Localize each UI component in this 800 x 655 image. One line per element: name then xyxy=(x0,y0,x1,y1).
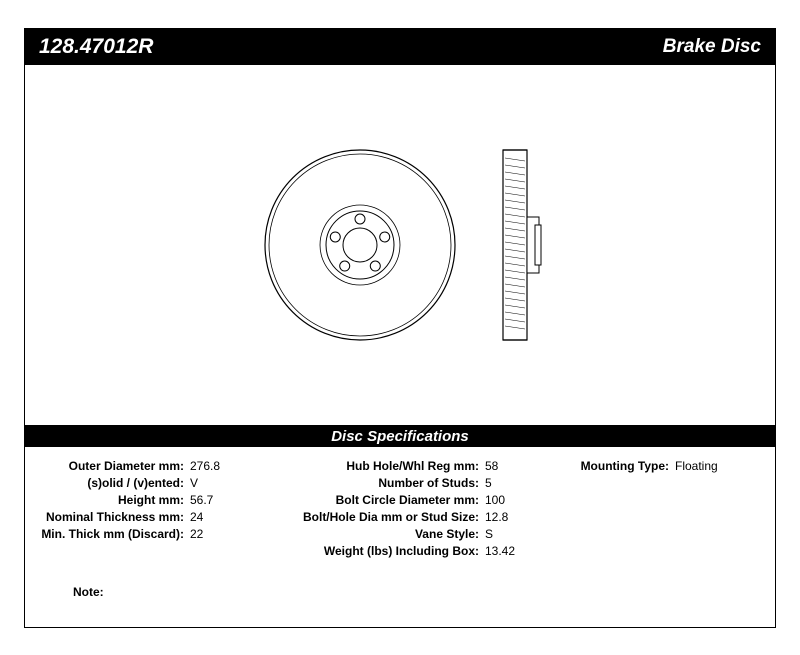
note-label: Note: xyxy=(73,585,104,599)
spec-value: Floating xyxy=(675,459,718,473)
spec-value: 22 xyxy=(190,527,203,541)
spec-row: Min. Thick mm (Discard):22 xyxy=(25,525,265,542)
spec-row: Bolt Circle Diameter mm:100 xyxy=(265,491,545,508)
spec-value: 12.8 xyxy=(485,510,508,524)
spec-label: Bolt/Hole Dia mm or Stud Size: xyxy=(265,510,485,524)
spec-label: Mounting Type: xyxy=(545,459,675,473)
spec-value: S xyxy=(485,527,493,541)
product-type: Brake Disc xyxy=(663,36,761,58)
spec-label: Vane Style: xyxy=(265,527,485,541)
spec-title: Disc Specifications xyxy=(331,428,469,445)
disc-front-view-icon xyxy=(255,140,465,350)
spec-value: 56.7 xyxy=(190,493,213,507)
spec-column-3: Mounting Type:Floating xyxy=(545,457,765,559)
spec-row: Bolt/Hole Dia mm or Stud Size:12.8 xyxy=(265,508,545,525)
spec-row: Mounting Type:Floating xyxy=(545,457,765,474)
spec-title-bar: Disc Specifications xyxy=(25,425,775,447)
spec-value: 276.8 xyxy=(190,459,220,473)
spec-row: Height mm:56.7 xyxy=(25,491,265,508)
spec-grid: Outer Diameter mm:276.8(s)olid / (v)ente… xyxy=(25,447,775,559)
spec-value: 13.42 xyxy=(485,544,515,558)
spec-row: Hub Hole/Whl Reg mm:58 xyxy=(265,457,545,474)
spec-label: Outer Diameter mm: xyxy=(25,459,190,473)
spec-value: 24 xyxy=(190,510,203,524)
spec-label: Weight (lbs) Including Box: xyxy=(265,544,485,558)
spec-row: Nominal Thickness mm:24 xyxy=(25,508,265,525)
spec-label: Number of Studs: xyxy=(265,476,485,490)
spec-sheet: 128.47012R Brake Disc Disc Specification… xyxy=(24,28,776,628)
spec-row: Weight (lbs) Including Box:13.42 xyxy=(265,542,545,559)
spec-label: Hub Hole/Whl Reg mm: xyxy=(265,459,485,473)
disc-side-view-icon xyxy=(485,140,545,350)
spec-label: Min. Thick mm (Discard): xyxy=(25,527,190,541)
spec-label: Height mm: xyxy=(25,493,190,507)
spec-label: Bolt Circle Diameter mm: xyxy=(265,493,485,507)
spec-row: Number of Studs:5 xyxy=(265,474,545,491)
spec-column-1: Outer Diameter mm:276.8(s)olid / (v)ente… xyxy=(25,457,265,559)
spec-row: Outer Diameter mm:276.8 xyxy=(25,457,265,474)
part-number: 128.47012R xyxy=(39,35,153,59)
spec-row: Vane Style:S xyxy=(265,525,545,542)
spec-value: V xyxy=(190,476,198,490)
diagram-area xyxy=(25,65,775,425)
spec-row: (s)olid / (v)ented:V xyxy=(25,474,265,491)
spec-column-2: Hub Hole/Whl Reg mm:58Number of Studs:5B… xyxy=(265,457,545,559)
spec-value: 5 xyxy=(485,476,492,490)
spec-value: 100 xyxy=(485,493,505,507)
note-row: Note: xyxy=(25,585,775,599)
spec-label: Nominal Thickness mm: xyxy=(25,510,190,524)
header-bar: 128.47012R Brake Disc xyxy=(25,29,775,65)
spec-label: (s)olid / (v)ented: xyxy=(25,476,190,490)
spec-value: 58 xyxy=(485,459,498,473)
